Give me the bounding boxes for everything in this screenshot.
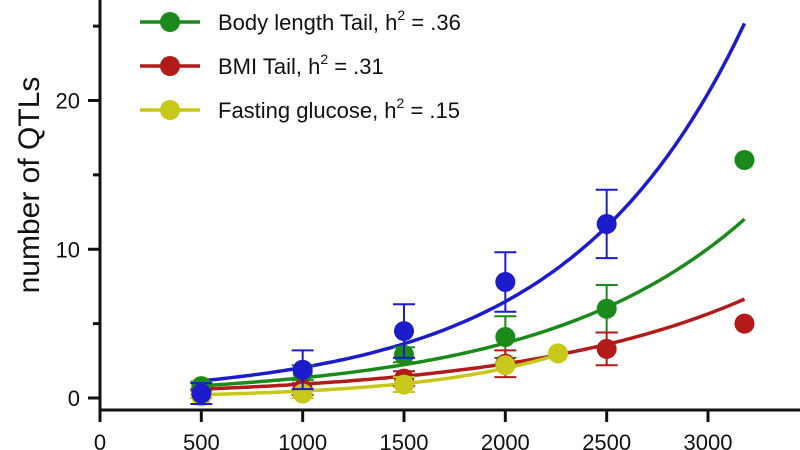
data-point bbox=[596, 298, 617, 319]
data-point bbox=[292, 359, 313, 380]
legend-entry: Fasting glucose, h2 = .15 bbox=[218, 95, 460, 123]
data-point bbox=[495, 355, 516, 376]
x-tick-label: 1500 bbox=[380, 430, 429, 450]
x-tick-label: 1000 bbox=[278, 430, 327, 450]
y-tick-label: 10 bbox=[56, 237, 80, 262]
y-axis-label: number of QTLs bbox=[13, 77, 46, 294]
data-points bbox=[190, 150, 755, 407]
data-point bbox=[495, 327, 516, 348]
data-point bbox=[596, 213, 617, 234]
fit-curves bbox=[201, 22, 747, 397]
data-point bbox=[495, 271, 516, 292]
legend-entry: Body length Tail, h2 = .36 bbox=[218, 7, 461, 35]
legend-marker bbox=[160, 56, 180, 76]
x-tick-label: 2500 bbox=[582, 430, 631, 450]
data-point bbox=[734, 313, 755, 334]
data-point bbox=[596, 338, 617, 359]
x-tick-label: 2000 bbox=[481, 430, 530, 450]
x-tick-label: 0 bbox=[94, 430, 106, 450]
data-point bbox=[394, 374, 414, 395]
x-tick-label: 3000 bbox=[684, 430, 733, 450]
data-point bbox=[394, 321, 414, 342]
axes: 0 10 20 0 500 1000 1500 2000 2500 3000 number of Q… bbox=[13, 0, 800, 450]
legend-entry: BMI Tail, h2 = .31 bbox=[218, 51, 384, 79]
data-point bbox=[191, 383, 212, 404]
legend: Body length Tail, h2 = .36 BMI Tail, h2 =… bbox=[140, 7, 461, 123]
y-tick-label: 20 bbox=[56, 89, 80, 114]
fit-curve bbox=[201, 297, 746, 391]
fit-curve bbox=[201, 22, 747, 383]
x-tick-label: 500 bbox=[183, 430, 220, 450]
data-point bbox=[734, 150, 755, 170]
legend-marker bbox=[160, 100, 180, 120]
fit-curve bbox=[201, 217, 746, 388]
data-point bbox=[548, 343, 569, 364]
y-tick-label: 0 bbox=[68, 386, 80, 411]
legend-marker bbox=[160, 12, 180, 32]
